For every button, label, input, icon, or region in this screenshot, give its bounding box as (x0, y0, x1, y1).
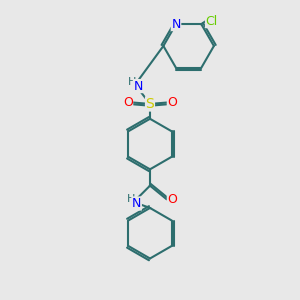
Text: N: N (132, 197, 141, 210)
Text: O: O (167, 193, 177, 206)
Text: O: O (123, 96, 133, 109)
Text: N: N (171, 18, 181, 31)
Text: N: N (134, 80, 143, 93)
Text: H: H (128, 76, 136, 87)
Text: Cl: Cl (206, 15, 218, 28)
Text: O: O (167, 96, 177, 109)
Text: S: S (146, 97, 154, 111)
Text: H: H (127, 194, 135, 204)
